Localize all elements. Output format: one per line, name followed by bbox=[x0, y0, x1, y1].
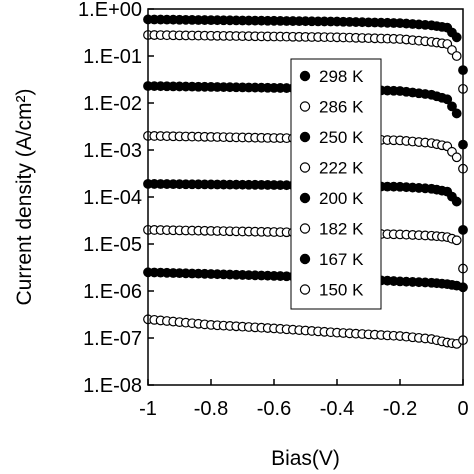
legend-entry: 298 K bbox=[319, 67, 364, 86]
x-tick-label: 0 bbox=[457, 398, 468, 420]
x-tick-label: -0.8 bbox=[194, 398, 228, 420]
legend-marker bbox=[299, 192, 311, 204]
series-0 bbox=[143, 14, 468, 76]
data-point bbox=[442, 94, 453, 105]
series-1 bbox=[143, 30, 468, 94]
series-7 bbox=[143, 314, 468, 349]
legend-entry: 150 K bbox=[319, 281, 364, 300]
legend-entry: 200 K bbox=[319, 189, 364, 208]
x-tick-label: -1 bbox=[139, 398, 157, 420]
legend-entry: 286 K bbox=[319, 98, 364, 117]
legend-entry: 250 K bbox=[319, 128, 364, 147]
legend-marker bbox=[299, 253, 311, 265]
y-tick-label: 1.E-03 bbox=[83, 140, 142, 162]
y-tick-label: 1.E-05 bbox=[83, 234, 142, 256]
data-point bbox=[451, 108, 462, 119]
legend-entry: 182 K bbox=[319, 220, 364, 239]
legend-marker bbox=[299, 101, 311, 112]
legend-entry: 167 K bbox=[319, 250, 364, 269]
x-tick-label: -0.4 bbox=[320, 398, 354, 420]
data-point bbox=[451, 152, 462, 163]
legend-marker bbox=[299, 162, 311, 173]
legend: 298 K 286 K 250 K 222 K 200 K 182 K 167 K 150 K bbox=[290, 58, 382, 310]
y-tick-label: 1.E-06 bbox=[83, 281, 142, 303]
data-point bbox=[451, 32, 462, 43]
x-tick-label: -0.2 bbox=[383, 398, 417, 420]
x-axis-label: Bias(V) bbox=[271, 447, 340, 470]
y-tick-label: 1.E-02 bbox=[83, 93, 142, 115]
legend-entry: 222 K bbox=[319, 159, 364, 178]
data-point bbox=[451, 196, 462, 207]
x-tick-label: -0.6 bbox=[257, 398, 291, 420]
legend-marker bbox=[299, 70, 311, 82]
y-tick-label: 1.E-07 bbox=[83, 328, 142, 350]
y-tick-label: 1.E-04 bbox=[83, 187, 142, 209]
axes: 1.E+00 1.E-01 1.E-02 1.E-03 1.E-04 1.E-05 1.E-… bbox=[13, 0, 469, 470]
data-point bbox=[447, 101, 457, 112]
y-tick-label: 1.E-01 bbox=[83, 46, 142, 68]
data-point bbox=[451, 51, 462, 61]
y-tick-label: 1.E+00 bbox=[78, 0, 142, 21]
y-axis-label: Current density (A/cm²) bbox=[13, 88, 36, 305]
y-tick-label: 1.E-08 bbox=[83, 375, 142, 397]
data-point bbox=[451, 235, 462, 246]
legend-marker bbox=[299, 223, 311, 234]
legend-marker bbox=[299, 284, 311, 295]
legend-marker bbox=[299, 131, 311, 143]
legend-box bbox=[290, 58, 382, 310]
